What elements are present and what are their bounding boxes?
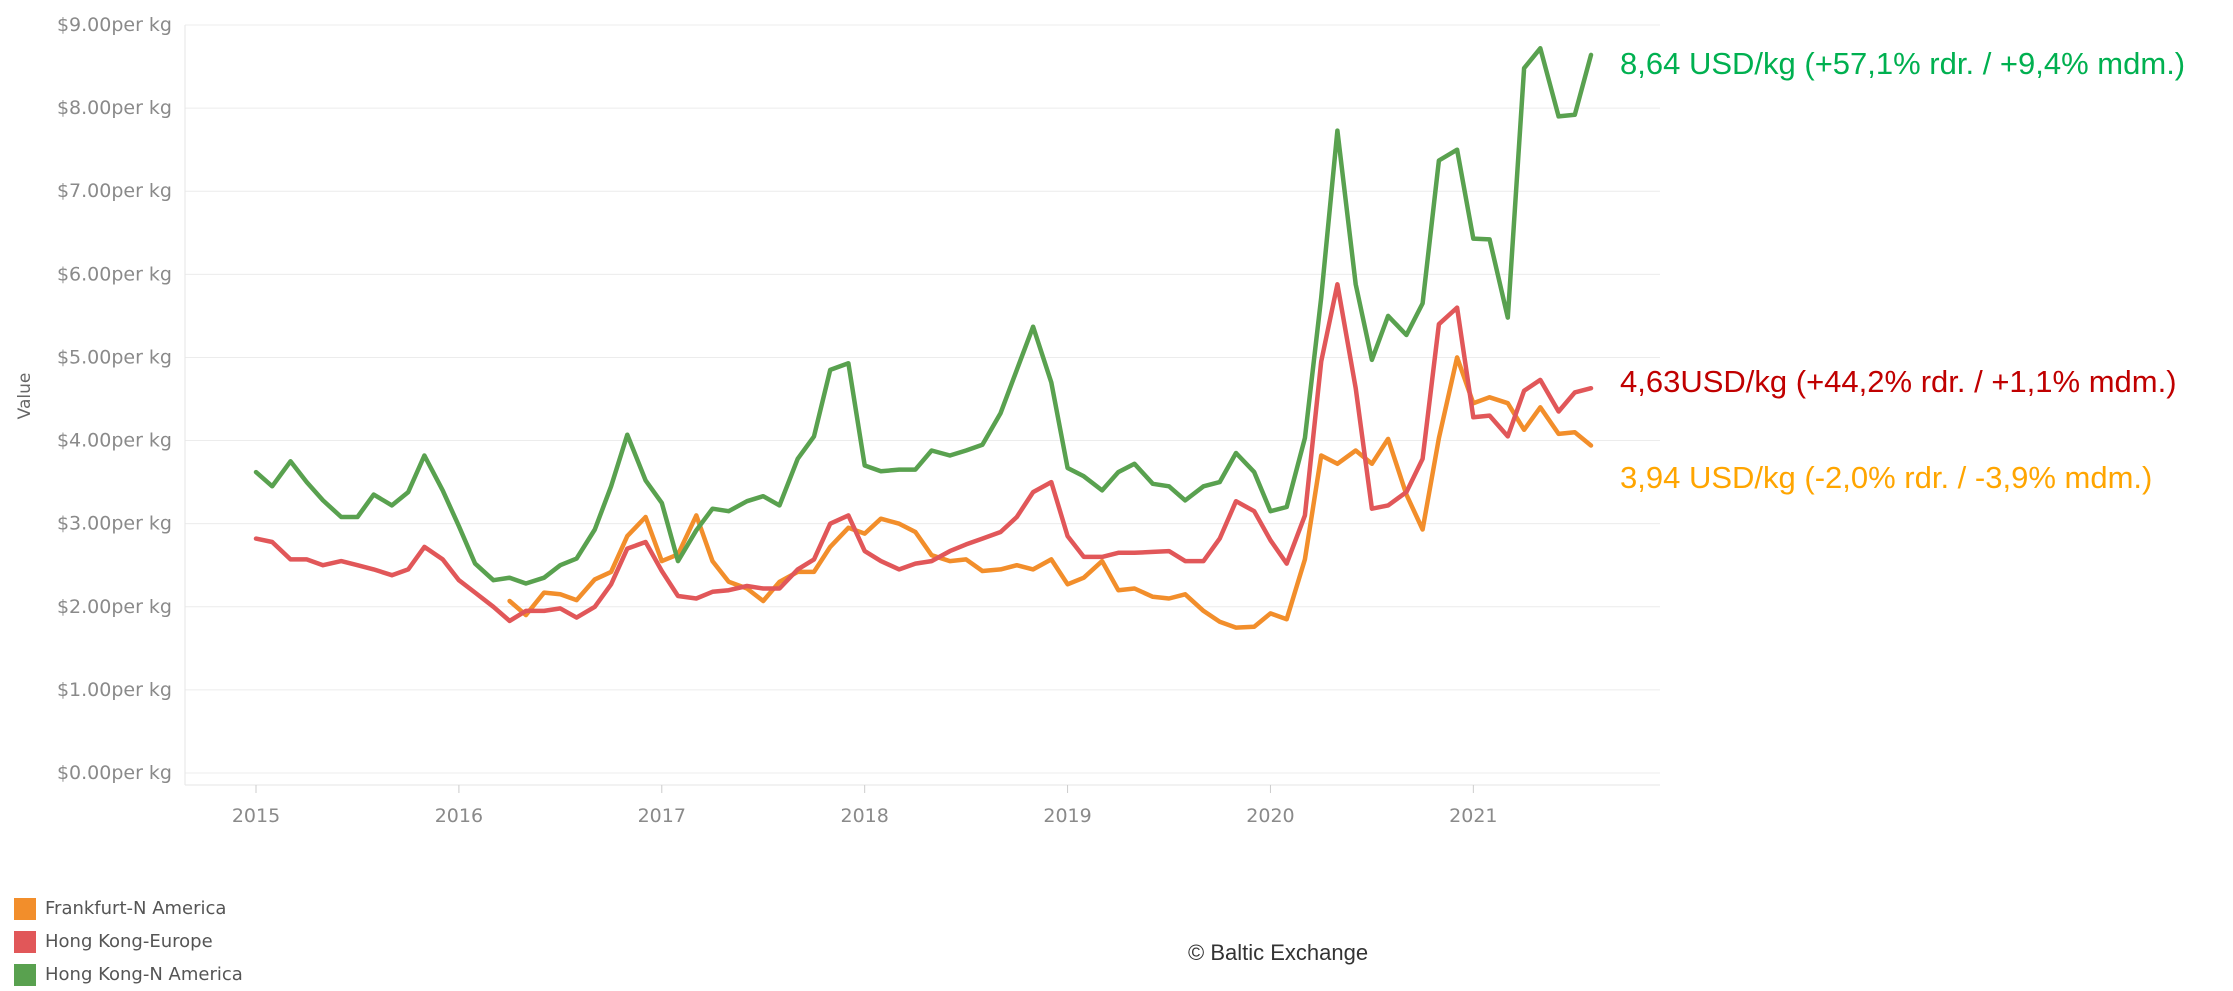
- x-tick-label: 2020: [1246, 805, 1294, 827]
- series-line-frankfurt-n-america: [507, 355, 1594, 630]
- legend-item-hong-kong-n-america[interactable]: Hong Kong-N America: [14, 958, 243, 991]
- legend-swatch-red: [14, 930, 36, 953]
- legend-label: Hong Kong-N America: [45, 964, 243, 985]
- y-tick-label: $1.00per kg: [57, 679, 172, 701]
- credit-text: © Baltic Exchange: [1188, 940, 1369, 965]
- legend-item-hong-kong-europe[interactable]: Hong Kong-Europe: [14, 925, 243, 958]
- legend-label: Frankfurt-N America: [45, 898, 227, 919]
- y-tick-label: $9.00per kg: [57, 14, 172, 36]
- y-tick-label: $4.00per kg: [57, 430, 172, 452]
- y-axis-title: Value: [15, 373, 35, 420]
- y-tick-label: $2.00per kg: [57, 596, 172, 618]
- legend: Frankfurt-N America Hong Kong-Europe Hon…: [14, 892, 243, 991]
- y-tick-label: $8.00per kg: [57, 97, 172, 119]
- series-lines: [253, 46, 1594, 630]
- axes: $0.00per kg $1.00per kg $2.00per kg $3.00pe…: [57, 14, 1660, 827]
- x-tick-label: 2017: [638, 805, 686, 827]
- y-tick-label: $6.00per kg: [57, 263, 172, 285]
- gridlines: [185, 24, 1660, 774]
- legend-swatch-green: [14, 963, 36, 986]
- x-tick-label: 2015: [232, 805, 280, 827]
- legend-label: Hong Kong-Europe: [45, 931, 213, 952]
- x-tick-label: 2018: [840, 805, 888, 827]
- x-tick-label: 2016: [435, 805, 483, 827]
- x-tick-label: 2019: [1043, 805, 1091, 827]
- y-tick-label: $7.00per kg: [57, 180, 172, 202]
- legend-item-frankfurt-n-america[interactable]: Frankfurt-N America: [14, 892, 243, 925]
- annotation-hong-kong-n-america: 8,64 USD/kg (+57,1% rdr. / +9,4% mdm.): [1620, 46, 2186, 81]
- legend-swatch-orange: [14, 897, 36, 920]
- y-tick-label: $3.00per kg: [57, 513, 172, 535]
- series-line-hong-kong-n-america: [253, 46, 1594, 586]
- series-line-hong-kong-europe: [253, 282, 1594, 624]
- x-tick-label: 2021: [1449, 805, 1497, 827]
- y-tick-label: $0.00per kg: [57, 762, 172, 784]
- annotation-hong-kong-europe: 4,63USD/kg (+44,2% rdr. / +1,1% mdm.): [1620, 364, 2177, 399]
- y-tick-label: $5.00per kg: [57, 346, 172, 368]
- annotation-frankfurt-n-america: 3,94 USD/kg (-2,0% rdr. / -3,9% mdm.): [1620, 460, 2153, 495]
